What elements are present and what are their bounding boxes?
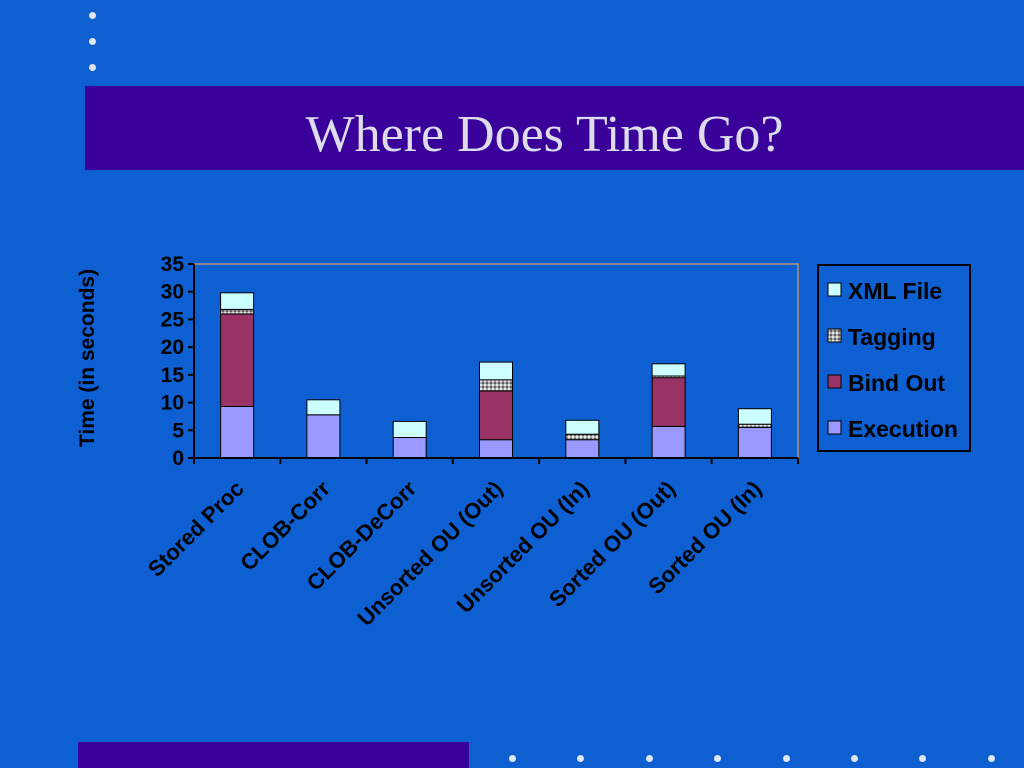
- legend-swatch: [827, 328, 842, 343]
- y-tick-label: 30: [161, 281, 184, 304]
- decorative-dot: [89, 64, 96, 71]
- legend: XML File Tagging Bind Out Execution: [817, 264, 971, 452]
- decorative-dot: [509, 755, 516, 762]
- y-tick-label: 25: [161, 308, 185, 331]
- title-bar: Where Does Time Go?: [85, 86, 1024, 170]
- bar-segment: [220, 313, 255, 407]
- legend-label: Tagging: [848, 324, 936, 350]
- decorative-dot: [851, 755, 858, 762]
- legend-swatch: [827, 420, 842, 435]
- legend-label: Bind Out: [848, 370, 945, 396]
- bar-segment: [392, 437, 427, 459]
- bar-segment: [479, 390, 513, 441]
- legend-label: Execution: [848, 416, 958, 442]
- legend-label: XML File: [848, 278, 942, 304]
- bars-group: [220, 292, 772, 459]
- y-tick-label: 20: [161, 336, 184, 359]
- decorative-dot: [714, 755, 721, 762]
- bar-segment: [220, 406, 255, 459]
- decorative-dot: [89, 38, 96, 45]
- bar-segment: [651, 377, 686, 427]
- bar-segment: [737, 427, 772, 459]
- category-label: Stored Proc: [143, 476, 249, 582]
- decorative-dot: [577, 755, 584, 762]
- bar-segment: [565, 433, 600, 441]
- legend-swatch: [827, 374, 842, 389]
- bar-segment: [220, 292, 255, 310]
- decorative-dot: [919, 755, 926, 762]
- bar-segment: [479, 439, 513, 459]
- bar-segment: [737, 408, 772, 425]
- bar-segment: [651, 425, 686, 459]
- category-label: Unsorted OU (Out): [352, 476, 507, 631]
- bar-segment: [479, 361, 513, 381]
- bar-segment: [565, 419, 600, 435]
- y-tick-label: 15: [161, 364, 185, 387]
- legend-swatch: [827, 282, 842, 297]
- bar-segment: [565, 439, 600, 459]
- bar-segment: [306, 414, 341, 459]
- bar-segment: [306, 399, 341, 416]
- decorative-dot: [89, 12, 96, 19]
- slide-title: Where Does Time Go?: [305, 106, 784, 163]
- y-tick-label: 10: [161, 392, 184, 415]
- y-tick-label: 35: [161, 253, 185, 276]
- bar-segment: [479, 379, 513, 392]
- decorative-dot: [783, 755, 790, 762]
- bottom-bar: [78, 742, 469, 768]
- y-tick-label: 0: [172, 447, 184, 470]
- bar-segment: [392, 420, 427, 438]
- bar-segment: [651, 363, 686, 377]
- y-axis-title: Time (in seconds): [76, 269, 99, 447]
- decorative-dot: [646, 755, 653, 762]
- legend-box: [817, 264, 971, 452]
- decorative-dot: [988, 755, 995, 762]
- y-tick-label: 5: [172, 419, 184, 442]
- bar-segment: [220, 309, 255, 315]
